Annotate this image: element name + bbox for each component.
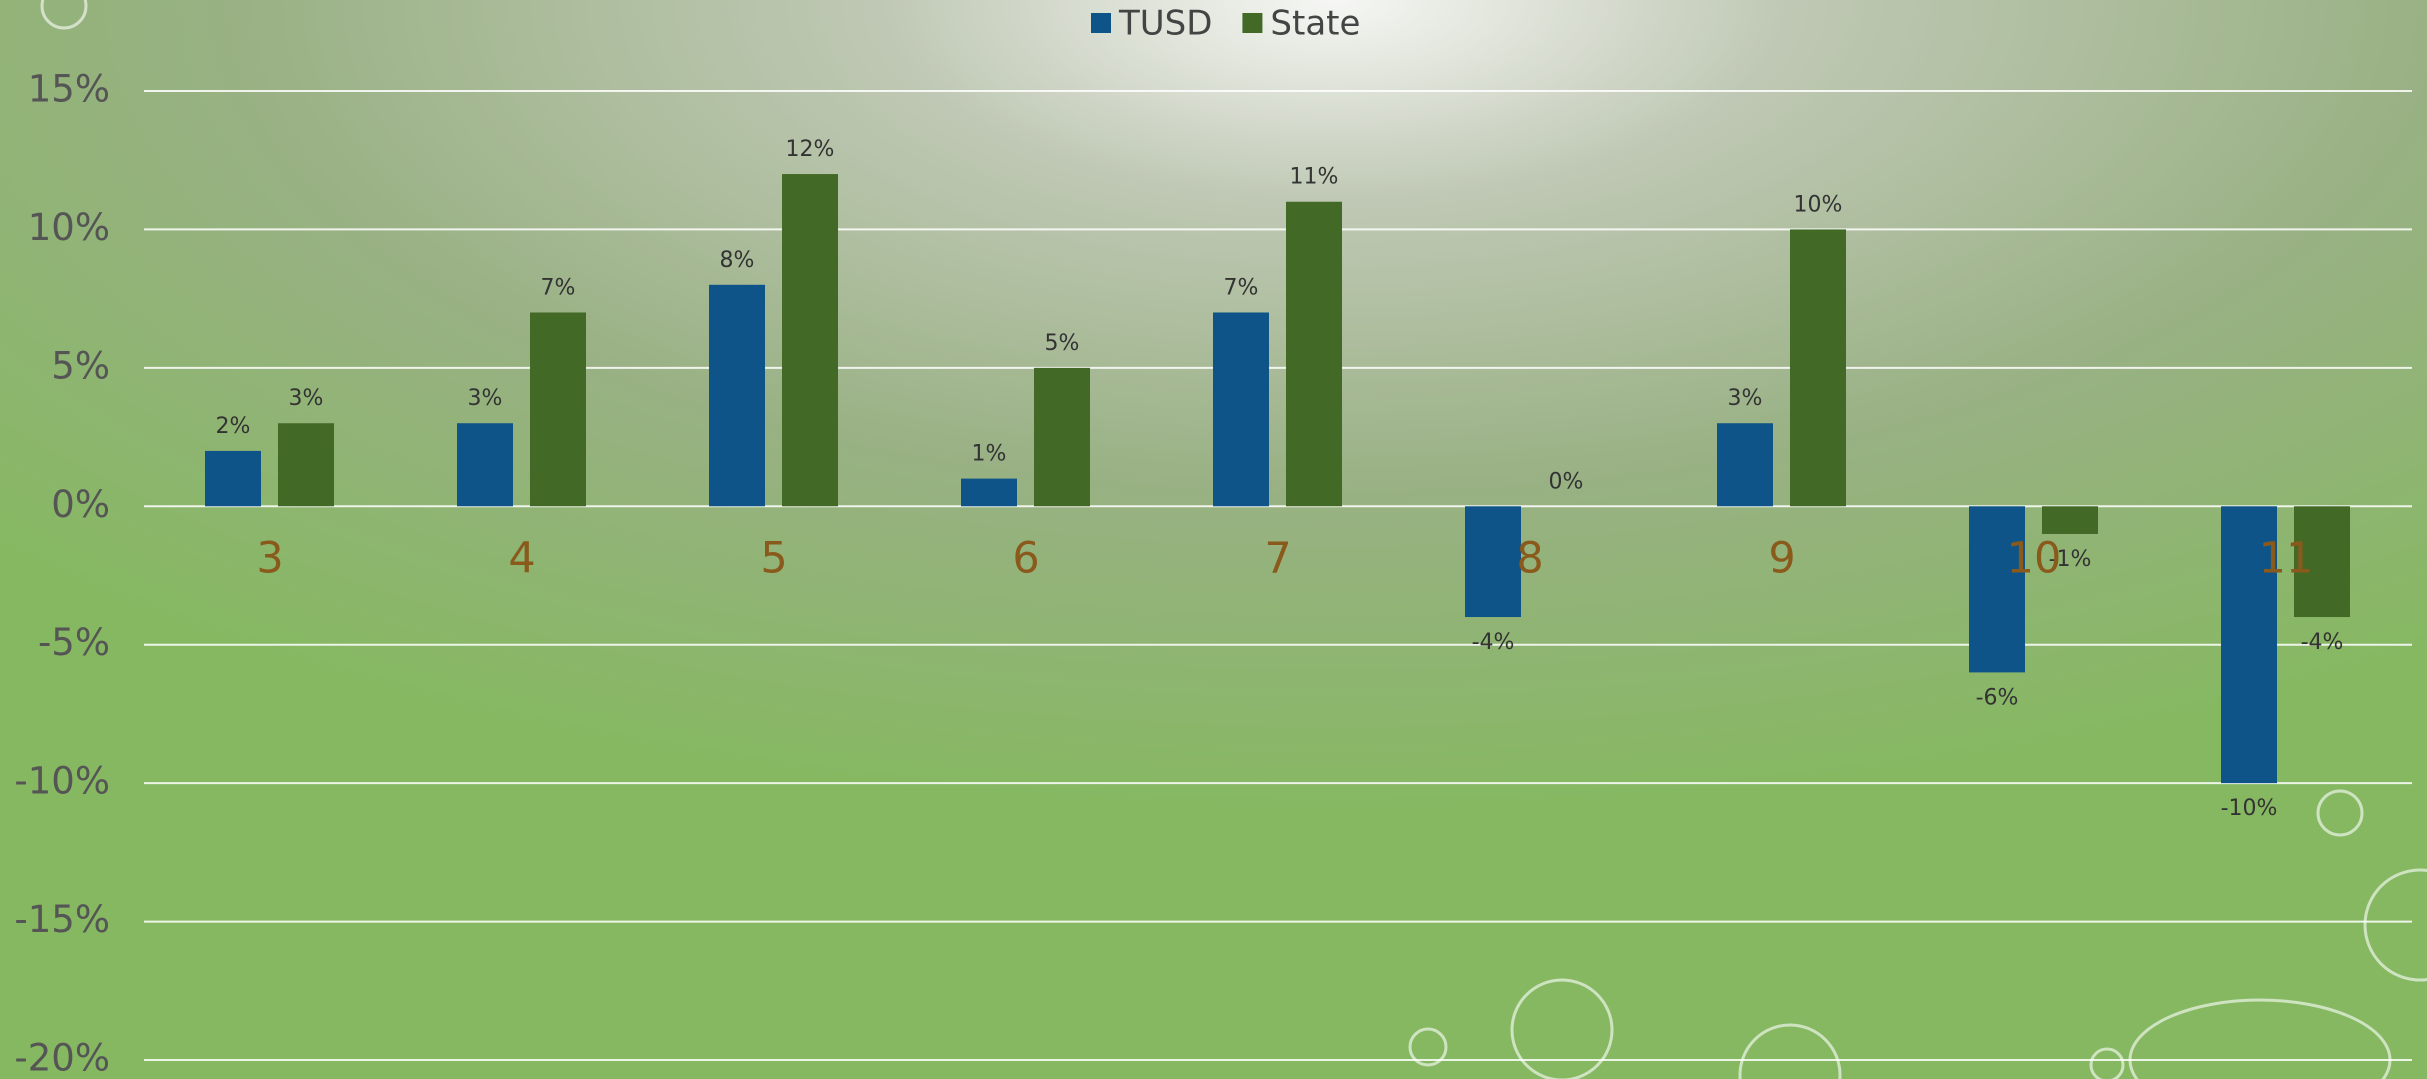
x-tick-label: 9 (1768, 534, 1795, 584)
value-label: 3% (289, 386, 324, 411)
bar (2294, 506, 2350, 618)
value-label: 2% (216, 414, 251, 439)
bar (2221, 506, 2277, 784)
y-tick-label: 5% (51, 344, 110, 387)
value-label: -4% (1472, 630, 1515, 655)
y-tick-label: 15% (28, 68, 110, 111)
value-label: -10% (2221, 796, 2278, 821)
value-label: 5% (1045, 331, 1080, 356)
x-tick-label: 6 (1012, 534, 1039, 584)
bar (1717, 423, 1773, 507)
value-label: 0% (1549, 469, 1584, 494)
value-label: 10% (1794, 192, 1843, 217)
bar (1286, 201, 1342, 507)
bar (1790, 229, 1846, 507)
bar (457, 423, 513, 507)
value-label: 11% (1290, 165, 1339, 190)
y-tick-label: -5% (38, 621, 110, 664)
bar (2042, 506, 2098, 534)
value-label: 1% (972, 442, 1007, 467)
value-label: 3% (1728, 386, 1763, 411)
value-label: 12% (786, 137, 835, 162)
bar (278, 423, 334, 507)
bar (530, 312, 586, 507)
y-tick-label: -20% (14, 1037, 110, 1079)
value-label: -6% (1976, 685, 2019, 710)
legend-swatch (1242, 13, 1263, 33)
bar (1465, 506, 1521, 618)
value-label: -1% (2049, 547, 2092, 572)
legend-label: TUSD (1118, 4, 1212, 44)
value-label: 8% (720, 248, 755, 273)
bar (782, 174, 838, 507)
x-tick-label: 10 (2007, 534, 2062, 584)
value-label: 7% (541, 275, 576, 300)
value-label: 7% (1224, 275, 1259, 300)
y-tick-label: 0% (51, 483, 110, 526)
x-tick-label: 5 (760, 534, 787, 584)
bar (1213, 312, 1269, 507)
x-tick-label: 11 (2259, 534, 2314, 584)
bar (205, 450, 261, 507)
bar (961, 478, 1017, 507)
bar (1034, 367, 1090, 507)
value-label: 3% (468, 386, 503, 411)
bar (1969, 506, 2025, 673)
value-label: -4% (2301, 630, 2344, 655)
x-tick-label: 4 (508, 534, 535, 584)
legend-swatch (1091, 13, 1111, 33)
bar (709, 284, 765, 507)
x-tick-label: 7 (1264, 534, 1291, 584)
y-tick-label: -15% (14, 898, 110, 941)
x-tick-label: 8 (1516, 534, 1543, 584)
y-tick-label: -10% (14, 760, 110, 803)
y-tick-label: 10% (28, 206, 110, 249)
x-tick-label: 3 (256, 534, 283, 584)
legend-label: State (1270, 4, 1360, 44)
